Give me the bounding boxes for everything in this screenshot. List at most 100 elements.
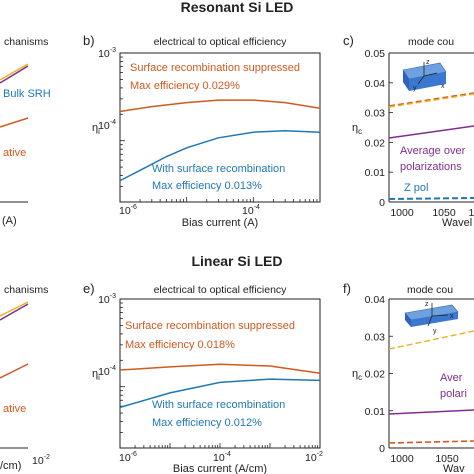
panel-b-label-max-suppressed: Max efficiency 0.029% [130,80,240,92]
panel-a-label-srh: Bulk SRH [3,88,51,100]
panel-e-line-surface [119,378,321,409]
panel-c-inset-front [409,72,446,91]
panel-d-line-yellow [0,301,29,317]
panel-c-inset: z x y [402,59,447,92]
panel-c-inset-y-axis [417,75,425,85]
panel-f-inset-y: y [433,328,437,335]
panel-b: b) electrical to optical efficiency Surf… [83,33,321,229]
panel-a-line-yellow [0,63,29,81]
panel-f-inset-y-axis [427,315,433,327]
panel-f-inset-z: z [425,301,429,308]
panel-c-ticks: 0.05 0.04 0.03 0.02 0.01 0 1000 1050 11 [365,48,474,219]
panel-e-xtick-0: 10-6 [119,451,137,464]
panel-c-inset-side [403,70,409,91]
panel-c-line-purple [388,125,474,139]
panel-f-ytick-2: 0.02 [365,369,386,381]
panel-f-line-orange [388,440,474,444]
panel-b-ylabel: ηi [92,122,100,136]
panel-e-label-max-suppressed: Max efficiency 0.018% [125,339,235,351]
panel-c-line-blue [388,197,474,200]
panel-f-ytick-4: 0 [379,443,385,455]
panel-e-label-max-surface: Max efficiency 0.012% [152,417,262,429]
panel-c-ytick-3: 0.02 [365,137,386,149]
panel-c-xtick-1: 1050 [432,207,456,219]
panel-c-ytick-2: 0.03 [365,108,386,120]
panel-d-label-radiative: ative [3,403,26,415]
panel-c-ytick-1: 0.04 [365,78,386,90]
panel-c-label-average: Average over [400,145,466,157]
panel-f-label-polarizations: polari [440,388,467,400]
panel-c-tag: c) [343,33,354,48]
panel-b-ytick-1: 10-4 [98,119,116,132]
panel-f-subtitle: mode cou [407,284,453,296]
panel-b-xtick-1: 10-4 [242,204,260,217]
panel-e-xtick-1: 10-4 [213,451,231,464]
panel-b-subtitle: electrical to optical efficiency [154,36,288,48]
panel-c: c) mode cou 0.05 0.04 0.03 0.02 0.01 0 1000 105… [343,33,474,229]
panel-e-ytick-0: 10-3 [98,293,116,306]
panel-e-line-suppressed [119,363,321,375]
panel-f: f) mode cou 0.04 0.03 0.02 0.01 0 1000 1050 z … [343,281,474,474]
panel-c-line-yellow [388,93,474,108]
panel-c-inset-z: z [426,59,430,66]
panel-f-line-yellow [388,330,474,350]
panel-d-xtick: 10-2 [32,454,50,467]
panel-f-inset-front [411,312,458,327]
panel-f-ytick-3: 0.01 [365,406,386,418]
panel-c-ytick-5: 0 [379,197,385,209]
panel-a-subtitle: chanisms [4,36,48,48]
panel-f-ytick-1: 0.03 [365,331,386,343]
panel-f-ylabel: ηc [352,368,362,382]
panel-f-xtick-1: 1050 [435,453,459,465]
panel-b-label-suppressed: Surface recombination suppressed [130,62,300,74]
panel-f-xtick-0: 1000 [390,453,414,465]
panel-b-label-surface: With surface recombination [152,163,285,175]
bottom-title: Linear Si LED [191,253,282,269]
panel-b-xlabel: Bias current (A) [182,217,258,229]
panel-c-ytick-0: 0.05 [365,48,386,60]
panel-e-tag: e) [83,281,95,296]
panel-f-ticks: 0.04 0.03 0.02 0.01 0 1000 1050 [365,294,459,465]
panel-b-frame [119,52,321,203]
panel-e-subtitle: electrical to optical efficiency [154,284,288,296]
panel-c-inset-y: y [413,85,417,92]
panel-e-xtick-2: 10-2 [305,451,323,464]
panel-f-inset-x: x [450,313,454,320]
panel-f-line-purple [388,409,474,415]
panel-f-inset-x-axis [431,314,449,317]
panel-a-label-radiative: ative [3,147,26,159]
panel-a: chanisms Bulk SRH ative (A) [0,36,51,227]
panel-c-xtick-0: 1000 [390,207,414,219]
panel-b-line-suppressed [119,99,321,113]
panel-f-tag: f) [343,281,351,296]
panel-e-ylabel: ηi [92,368,100,382]
panel-a-line-orange [0,117,29,128]
panel-c-xlabel: Wavel [442,217,472,229]
panel-c-label-polarizations: polarizations [400,161,462,173]
panel-c-label-zpol: Z pol [404,182,428,194]
panel-b-ticks [119,52,321,203]
panel-e-xlabel: Bias current (A/cm) [173,463,267,474]
panel-d: chanisms ative 10-2 /cm) [0,284,50,472]
panel-b-tag: b) [83,33,95,48]
panel-d-subtitle: chanisms [4,284,48,296]
panel-e: e) electrical to optical efficiency Surf… [83,281,323,474]
panel-a-line-purple [0,65,29,84]
panel-b-line-surface [119,129,321,182]
panel-e-label-surface: With surface recombination [152,399,285,411]
panel-c-ytick-4: 0.01 [365,167,386,179]
panel-e-label-suppressed: Surface recombination suppressed [125,320,295,332]
panel-b-label-max-surface: Max efficiency 0.013% [152,180,262,192]
panel-f-label-average: Aver [440,372,463,384]
panel-b-ytick-0: 10-3 [98,47,116,60]
panel-c-inset-x: x [441,83,445,90]
panel-c-line-orange [388,92,474,107]
panel-c-xtick-2: 11 [469,207,474,219]
panel-a-xlabel: (A) [2,215,17,227]
panel-f-inset-side [405,313,411,327]
panel-f-inset: z x y [404,301,459,335]
panel-e-ytick-1: 10-4 [98,365,116,378]
panel-e-ticks [119,298,321,449]
panel-d-line-orange [0,363,29,379]
